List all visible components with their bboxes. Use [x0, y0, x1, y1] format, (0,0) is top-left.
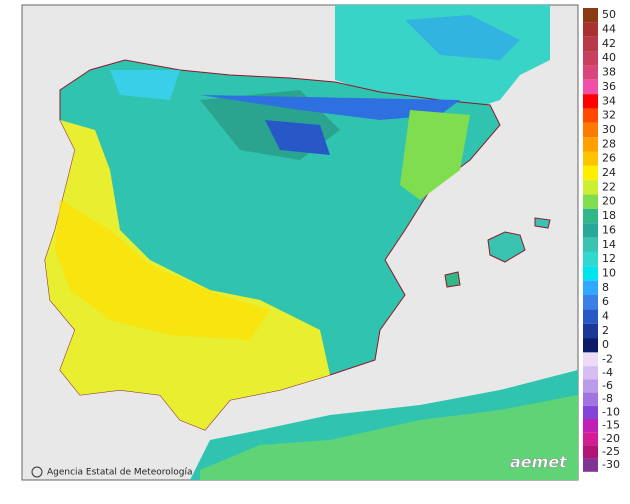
legend-label: 44 — [602, 23, 616, 36]
north-africa-south — [200, 395, 578, 480]
guadiana-warm — [55, 200, 270, 340]
legend-swatch — [583, 22, 598, 37]
map: Agencia Estatal de Meteorología aemet — [21, 4, 579, 481]
legend-label: 40 — [602, 51, 616, 64]
legend-swatch — [583, 458, 598, 472]
legend-label: 12 — [602, 252, 616, 265]
legend-label: 4 — [602, 310, 609, 323]
legend-swatch — [583, 122, 598, 138]
legend-label: -10 — [602, 405, 620, 418]
legend-swatch — [583, 405, 598, 419]
legend-label: 42 — [602, 37, 616, 50]
legend-label: 36 — [602, 80, 616, 93]
credit-icon — [31, 466, 43, 478]
legend-label: 0 — [602, 338, 609, 351]
credit: Agencia Estatal de Meteorología — [47, 468, 193, 478]
legend-swatch — [583, 51, 598, 66]
legend-label: 2 — [602, 324, 609, 337]
legend-swatch — [583, 338, 598, 353]
legend-swatch — [583, 309, 598, 324]
legend-label: -25 — [602, 445, 620, 458]
legend-swatch — [583, 94, 598, 109]
legend-label: -4 — [602, 366, 613, 379]
menorca — [534, 217, 551, 229]
legend-swatch — [583, 432, 598, 446]
legend-swatch — [583, 280, 598, 295]
legend-swatch — [583, 223, 598, 238]
legend-label: 32 — [602, 109, 616, 122]
legend-swatch — [583, 36, 598, 52]
pyrenees-cantabria — [200, 95, 460, 120]
legend-swatch — [583, 366, 598, 380]
mallorca — [487, 231, 526, 263]
galicia-north — [110, 70, 180, 100]
legend-label: 34 — [602, 94, 616, 107]
legend-label: 30 — [602, 123, 616, 136]
legend-label: 28 — [602, 137, 616, 150]
legend-swatch — [583, 165, 598, 181]
legend-swatch — [583, 323, 598, 339]
catalonia — [400, 110, 470, 200]
legend-label: 38 — [602, 66, 616, 79]
legend-label: 14 — [602, 238, 616, 251]
legend-label: -8 — [602, 392, 613, 405]
ibiza — [444, 271, 461, 288]
legend-swatch — [583, 137, 598, 152]
legend-swatch — [583, 79, 598, 95]
legend-swatch — [583, 8, 598, 23]
legend-swatch — [583, 151, 598, 166]
iberian-system — [265, 120, 330, 155]
legend-swatch — [583, 266, 598, 281]
south-west-warm — [45, 120, 330, 430]
legend: 5044424038363432302826242220181614121086… — [583, 8, 620, 472]
legend-label: 20 — [602, 195, 616, 208]
legend-label: 26 — [602, 152, 616, 165]
legend-label: 16 — [602, 223, 616, 236]
legend-swatch — [583, 251, 598, 267]
legend-swatch — [583, 180, 598, 195]
legend-label: -6 — [602, 379, 613, 392]
legend-swatch — [583, 237, 598, 252]
legend-label: -30 — [602, 458, 620, 471]
legend-swatch — [583, 194, 598, 209]
legend-label: 18 — [602, 209, 616, 222]
legend-label: 10 — [602, 266, 616, 279]
legend-label: -2 — [602, 353, 613, 366]
legend-label: 22 — [602, 180, 616, 193]
legend-swatch — [583, 445, 598, 459]
legend-label: -15 — [602, 419, 620, 432]
legend-swatch — [583, 419, 598, 433]
legend-swatch — [583, 353, 598, 367]
legend-swatch — [583, 295, 598, 310]
logo: aemet — [510, 453, 568, 472]
france-alps — [405, 15, 520, 60]
legend-label: 6 — [602, 295, 609, 308]
legend-swatch — [583, 392, 598, 406]
legend-label: -20 — [602, 432, 620, 445]
legend-swatch — [583, 65, 598, 80]
legend-label: 50 — [602, 8, 616, 21]
legend-label: 24 — [602, 166, 616, 179]
legend-label: 8 — [602, 281, 609, 294]
legend-swatch — [583, 108, 598, 123]
legend-swatch — [583, 379, 598, 393]
legend-swatch — [583, 208, 598, 224]
